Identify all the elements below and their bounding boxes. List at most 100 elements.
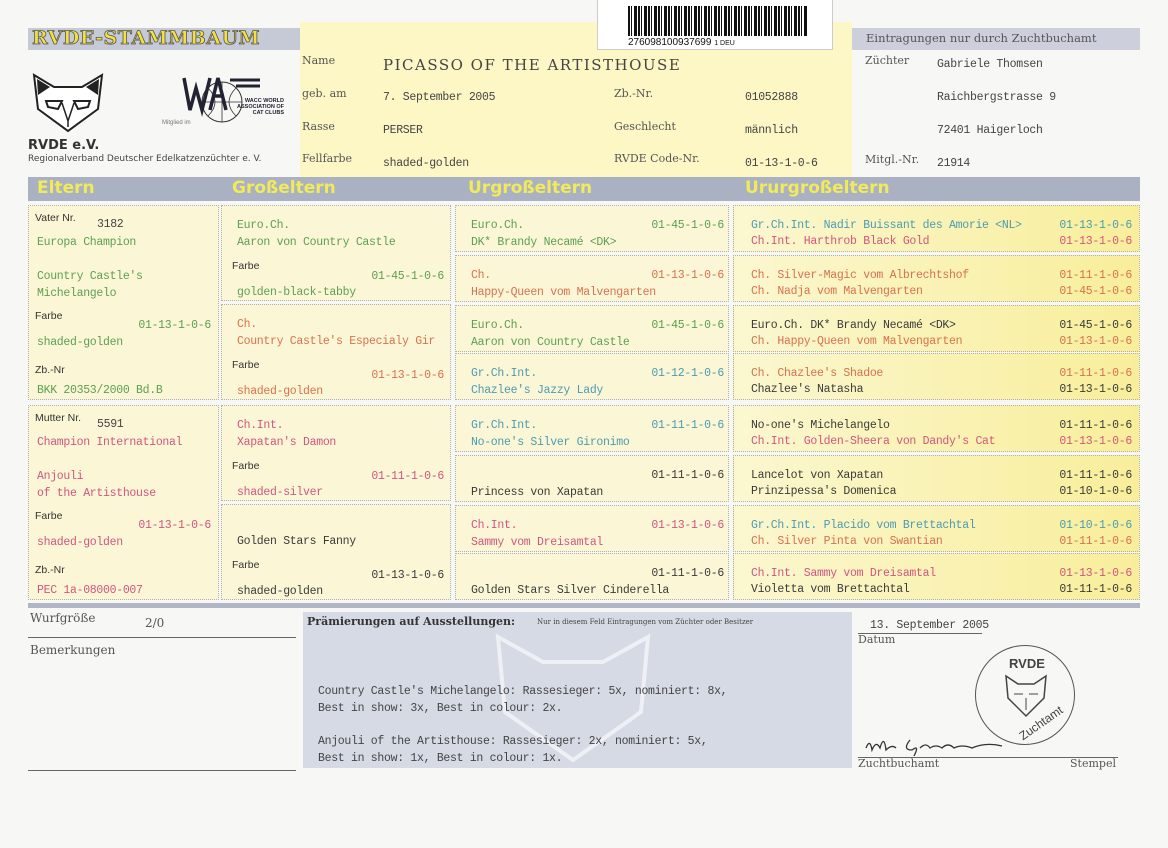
member-number: 21914 [937,157,971,170]
grandparent-name: Country Castle's Especialy Gir [237,335,436,348]
great-grandparent-title: Ch.Int. [471,519,518,532]
great-great-grandparent-name: Prinzipessa's Domenica [751,485,897,498]
breeder-name: Gabriele Thomsen [937,58,1043,71]
great-grandparent-cell: Gr.Ch.Int. 01-11-1-0-6 No-one's Silver Gir… [455,405,729,452]
stamp-text-top: RVDE [1009,656,1045,671]
remarks-label: Bemerkungen [30,643,116,657]
parent-title: Champion International [37,436,183,449]
parent-code: 01-13-1-0-6 [138,519,211,532]
parent-nr-label: Vater Nr. [35,212,76,224]
award-line: Best in show: 1x, Best in colour: 1x. [318,752,563,765]
great-great-grandparent-cell: No-one's Michelangelo 01-11-1-0-6 Ch.Int. … [733,405,1140,452]
great-great-grandparent-name: Euro.Ch. DK* Brandy Necamé <DK> [751,319,956,332]
great-great-grandparent-code: 01-13-1-0-6 [1059,335,1132,348]
grandparent-code: 01-13-1-0-6 [371,369,444,382]
great-great-grandparent-code: 01-45-1-0-6 [1059,319,1132,332]
divider [858,633,982,634]
breeder-label: Züchter [865,54,910,67]
registry-note: Eintragungen nur durch Zuchtbuchamt [852,28,1140,50]
great-great-grandparent-code: 01-45-1-0-6 [1059,285,1132,298]
great-great-grandparent-code: 01-11-1-0-6 [1059,535,1132,548]
divider [28,603,1140,608]
divider [28,637,296,638]
section-parents: Eltern [37,178,95,198]
zb-label: Zb.-Nr [35,564,65,576]
barcode-bars [628,6,808,36]
grandparent-name: Golden Stars Fanny [237,535,356,548]
award-line: Anjouli of the Artisthouse: Rassesieger:… [318,735,708,748]
barcode: 276098100937699 1 DEU [597,0,833,50]
stamp-label: Stempel [1070,757,1116,770]
litter-value: 2/0 [145,616,165,630]
great-great-grandparent-name: Violetta vom Brettachtal [751,583,910,596]
barcode-suffix: 1 DEU [714,40,735,47]
great-great-grandparent-name: Gr.Ch.Int. Placido vom Brettachtal [751,519,976,532]
great-great-grandparent-code: 01-11-1-0-6 [1059,367,1132,380]
great-grandparent-cell: Ch. 01-13-1-0-6 Happy-Queen vom Malvengart… [455,255,729,302]
grandparent-color: golden-black-tabby [237,286,356,299]
wacc-member-label: Mitglied im [162,120,191,126]
born-label: geb. am [302,87,347,100]
section-grandparents: Großeltern [232,178,336,198]
great-great-grandparent-name: Ch. Nadja vom Malvengarten [751,285,923,298]
born-value: 7. September 2005 [383,91,496,104]
great-great-grandparent-code: 01-10-1-0-6 [1059,519,1132,532]
farbe-label: Farbe [35,310,63,322]
great-grandparent-name: Aaron von Country Castle [471,336,630,349]
parent-nr-label: Mutter Nr. [35,412,82,424]
section-great-grandparents: Urgroßeltern [468,178,593,198]
great-grandparent-name: Golden Stars Silver Cinderella [471,584,670,597]
great-great-grandparent-cell: Gr.Ch.Int. Nadir Buissant des Amorie <NL… [733,205,1140,252]
great-great-grandparent-code: 01-11-1-0-6 [1059,469,1132,482]
grandparent-code: 01-13-1-0-6 [371,569,444,582]
member-label: Mitgl.-Nr. [865,153,920,166]
sex-value: männlich [745,124,798,137]
great-great-grandparent-name: Ch.Int. Golden-Sheera von Dandy's Cat [751,435,996,448]
grandparent-title: Ch. [237,318,257,331]
wacc-logo [182,77,260,123]
great-great-grandparent-code: 01-11-1-0-6 [1059,419,1132,432]
great-great-grandparent-cell: Lancelot von Xapatan 01-11-1-0-6 Prinzipes… [733,455,1140,502]
grandparent-cell: Golden Stars Fanny Farbe 01-13-1-0-6 shaded… [221,504,451,600]
farbe-label: Farbe [232,359,260,371]
parent-name: Country Castle's [37,270,143,283]
father-cell: Vater Nr. 3182 Europa Champion Country Cast… [28,205,219,400]
signature [865,739,1003,757]
farbe-label: Farbe [232,260,260,272]
sex-label: Geschlecht [614,120,676,133]
grandparent-cell: Euro.Ch. Aaron von Country Castle Farbe 01-… [221,205,451,301]
divider [858,757,1118,758]
divider [28,770,296,771]
farbe-label: Farbe [232,460,260,472]
great-grandparent-code: 01-45-1-0-6 [651,219,724,232]
great-great-grandparent-cell: Ch.Int. Sammy vom Dreisamtal 01-13-1-0-6 V… [733,553,1140,600]
org-short-name: RVDE e.V. [28,138,100,153]
great-grandparent-code: 01-45-1-0-6 [651,319,724,332]
litter-label: Wurfgröße [30,611,96,625]
great-great-grandparent-code: 01-13-1-0-6 [1059,219,1132,232]
great-great-grandparent-name: Ch. Silver-Magic vom Albrechtshof [751,269,969,282]
parent-zb: PEC 1a-08000-007 [37,584,143,597]
great-grandparent-code: 01-13-1-0-6 [651,519,724,532]
great-great-grandparent-cell: Ch. Silver-Magic vom Albrechtshof 01-11-1… [733,255,1140,302]
great-grandparent-title: Gr.Ch.Int. [471,367,538,380]
parent-nr: 5591 [97,418,124,431]
grandparent-color: shaded-golden [237,385,323,398]
great-grandparent-cell: Gr.Ch.Int. 01-12-1-0-6 Chazlee's Jazzy Lad… [455,353,729,400]
great-great-grandparent-code: 01-11-1-0-6 [1059,269,1132,282]
great-grandparent-name: Princess von Xapatan [471,486,604,499]
cat-name: PICASSO OF THE ARTISTHOUSE [383,56,682,74]
great-grandparent-name: No-one's Silver Gironimo [471,436,630,449]
great-great-grandparent-name: Ch. Happy-Queen vom Malvengarten [751,335,963,348]
parent-code: 01-13-1-0-6 [138,319,211,332]
fur-color-label: Fellfarbe [302,152,353,165]
parent-nr: 3182 [97,218,124,231]
great-grandparent-code: 01-13-1-0-6 [651,269,724,282]
generation-header: Eltern Großeltern Urgroßeltern Ururgroße… [28,177,1140,201]
breed-value: PERSER [383,124,423,137]
great-great-grandparent-name: Ch. Chazlee's Shadoe [751,367,884,380]
great-great-grandparent-cell: Ch. Chazlee's Shadoe 01-11-1-0-6 Chazlee's… [733,353,1140,400]
barcode-number: 276098100937699 [628,37,712,48]
breed-label: Rasse [302,120,335,133]
awards-label: Prämierungen auf Ausstellungen: [307,615,516,628]
